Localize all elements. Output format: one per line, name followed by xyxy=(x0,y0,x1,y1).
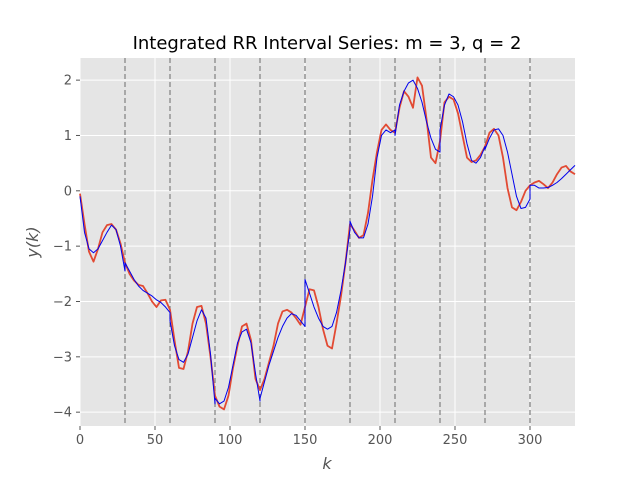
y-axis-label: y(k) xyxy=(23,226,42,258)
x-tick-label: 300 xyxy=(518,433,543,448)
x-tick-label: 0 xyxy=(76,433,84,448)
x-ticks: 0 50 100 150 200 250 300 xyxy=(76,426,543,448)
chart-title: Integrated RR Interval Series: m = 3, q … xyxy=(133,33,522,54)
x-tick-label: 250 xyxy=(443,433,468,448)
y-tick-label: 2 xyxy=(64,74,72,89)
y-tick-label: −4 xyxy=(53,406,72,421)
x-tick-label: 50 xyxy=(147,433,164,448)
x-tick-label: 150 xyxy=(293,433,318,448)
y-tick-label: −2 xyxy=(53,295,72,310)
y-tick-label: −1 xyxy=(53,240,72,255)
series-line-2 xyxy=(79,79,576,405)
y-tick-label: −3 xyxy=(53,350,72,365)
y-ticks: −4 −3 −2 −1 0 1 2 xyxy=(53,74,80,421)
segment-boundaries xyxy=(124,58,531,426)
grid xyxy=(79,58,575,426)
series-lines xyxy=(79,76,576,411)
x-tick-label: 100 xyxy=(218,433,243,448)
y-tick-label: 0 xyxy=(64,184,72,199)
y-tick-label: 1 xyxy=(64,129,72,144)
x-tick-label: 200 xyxy=(368,433,393,448)
x-axis-label: k xyxy=(322,454,332,473)
series-line-1 xyxy=(79,76,576,411)
plot-background xyxy=(80,58,575,426)
